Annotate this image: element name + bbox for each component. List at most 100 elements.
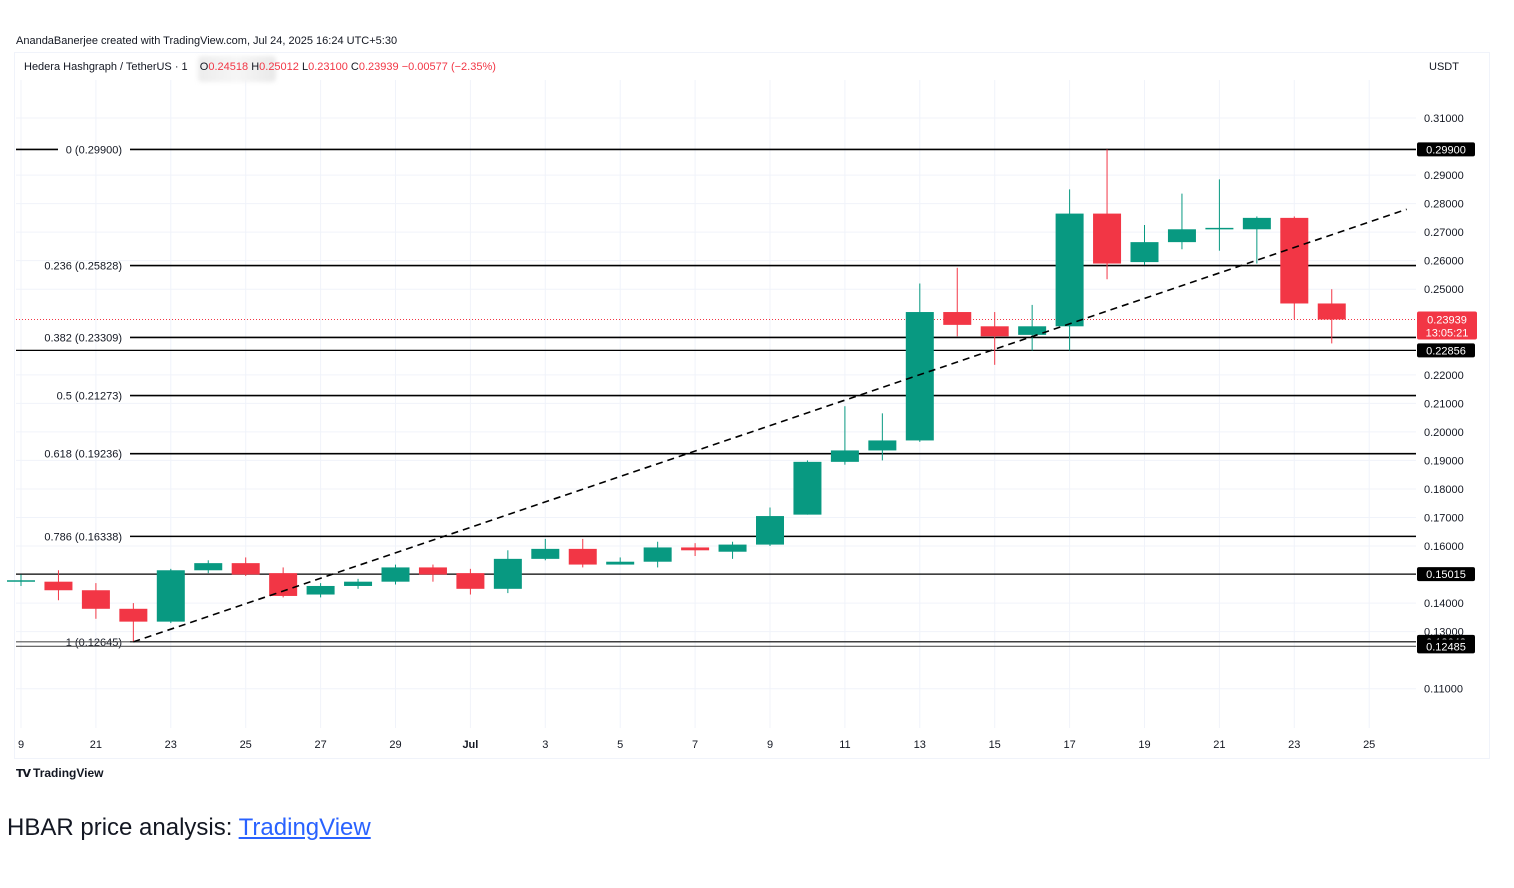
candle[interactable] xyxy=(44,570,73,601)
y-tick-label: 0.25000 xyxy=(1424,284,1464,296)
x-tick-label: 13 xyxy=(914,739,926,751)
fib-level-label: 0 (0.29900) xyxy=(66,144,122,156)
candle-body xyxy=(1130,242,1159,263)
x-tick-label: 17 xyxy=(1063,739,1075,751)
candle[interactable] xyxy=(1205,179,1234,251)
candle-body xyxy=(1317,303,1346,320)
candle[interactable] xyxy=(606,557,635,565)
candle-body xyxy=(231,563,260,575)
x-tick-label: 23 xyxy=(1288,739,1300,751)
candle[interactable] xyxy=(1093,149,1122,280)
caption-link[interactable]: TradingView xyxy=(238,814,371,841)
currency-selector[interactable]: USDT xyxy=(1429,61,1459,73)
candle[interactable] xyxy=(81,583,110,619)
tradingview-logo[interactable]: 𝗧𝗩 TradingView xyxy=(16,766,104,780)
y-tick-label: 0.14000 xyxy=(1424,598,1464,610)
close-value: 0.23939 xyxy=(358,61,399,73)
price-tag-bg xyxy=(1417,142,1475,157)
candle-body xyxy=(531,548,560,559)
candle[interactable] xyxy=(980,312,1009,365)
candle-body xyxy=(943,312,972,325)
candle[interactable] xyxy=(943,267,972,337)
candle[interactable] xyxy=(381,564,410,585)
close-label: C xyxy=(350,61,359,73)
candle[interactable] xyxy=(119,603,148,642)
candle[interactable] xyxy=(756,507,784,547)
low-value: 0.23100 xyxy=(308,61,348,73)
candle[interactable] xyxy=(456,568,485,595)
candle-body xyxy=(344,581,373,586)
x-tick-label: 7 xyxy=(692,739,698,751)
candle[interactable] xyxy=(868,413,897,461)
tradingview-logo-icon: 𝗧𝗩 xyxy=(16,766,31,780)
symbol-name[interactable]: Hedera Hashgraph / TetherUS · 1 xyxy=(24,61,188,73)
candle-body xyxy=(1093,213,1122,264)
x-tick-label: 9 xyxy=(18,739,24,751)
candle-body xyxy=(1167,229,1196,243)
fib-level-label: 0.618 (0.19236) xyxy=(44,449,122,461)
x-tick-label: 27 xyxy=(314,739,326,751)
x-tick-label: 21 xyxy=(1213,739,1225,751)
candle[interactable] xyxy=(418,564,447,582)
candle[interactable] xyxy=(493,550,522,594)
trendline[interactable] xyxy=(133,208,1407,643)
x-tick-label: 9 xyxy=(767,739,773,751)
x-tick-label: 11 xyxy=(839,739,850,751)
x-tick-label: 3 xyxy=(542,739,548,751)
chart-frame xyxy=(14,52,1490,759)
x-tick-label: 25 xyxy=(240,739,252,751)
fib-level-label: 0.786 (0.16338) xyxy=(44,531,122,543)
candle[interactable] xyxy=(1280,216,1309,320)
candle[interactable] xyxy=(681,543,710,557)
high-label: H xyxy=(251,61,260,73)
candle[interactable] xyxy=(830,406,859,465)
candle[interactable] xyxy=(531,538,560,561)
candle[interactable] xyxy=(306,583,335,598)
fib-level-label: 0.5 (0.21273) xyxy=(57,391,122,403)
candle-body xyxy=(793,461,822,515)
candle[interactable] xyxy=(905,283,934,442)
change-value: −0.00577 (−2.35%) xyxy=(401,61,496,73)
candle-body xyxy=(381,567,410,582)
attribution-text: AnandaBanerjee created with TradingView.… xyxy=(16,35,398,47)
x-tick-label: 5 xyxy=(617,739,623,751)
y-tick-label: 0.29000 xyxy=(1424,170,1464,182)
candle[interactable] xyxy=(1130,225,1159,265)
caption: HBAR price analysis: TradingView xyxy=(7,814,371,842)
fib-level-label: 1 (0.12645) xyxy=(66,637,122,649)
candle[interactable] xyxy=(269,567,298,598)
candle-body xyxy=(1280,217,1309,304)
candle-body xyxy=(718,544,747,552)
x-tick-label: 19 xyxy=(1138,739,1150,751)
candle[interactable] xyxy=(1167,193,1196,250)
candle[interactable] xyxy=(643,541,672,568)
price-tag-bg xyxy=(1417,567,1475,582)
candle[interactable] xyxy=(1317,289,1346,344)
candle[interactable] xyxy=(568,538,597,568)
x-tick-label: 25 xyxy=(1363,739,1375,751)
y-tick-label: 0.21000 xyxy=(1424,398,1464,410)
y-tick-label: 0.28000 xyxy=(1424,199,1464,211)
candle[interactable] xyxy=(194,560,223,574)
x-tick-label: Jul xyxy=(462,739,478,751)
candle[interactable] xyxy=(1242,216,1271,264)
candle-body xyxy=(493,558,522,589)
candle[interactable] xyxy=(156,568,185,624)
candle[interactable] xyxy=(718,541,747,559)
price-tag-label: 0.22856 xyxy=(1426,345,1466,357)
candle[interactable] xyxy=(344,578,373,589)
candle[interactable] xyxy=(231,557,260,576)
price-tag-bg xyxy=(1417,639,1475,654)
candle-body xyxy=(606,561,635,565)
candle-body xyxy=(756,516,784,545)
candle-body xyxy=(7,580,35,582)
candle-body xyxy=(269,573,298,596)
candle[interactable] xyxy=(7,574,35,586)
fib-level-label: 0.382 (0.23309) xyxy=(44,332,122,344)
candle[interactable] xyxy=(1055,189,1084,351)
candle[interactable] xyxy=(1018,304,1047,351)
tradingview-logo-text: TradingView xyxy=(33,766,104,780)
y-tick-label: 0.22000 xyxy=(1424,370,1464,382)
candle[interactable] xyxy=(793,460,822,515)
